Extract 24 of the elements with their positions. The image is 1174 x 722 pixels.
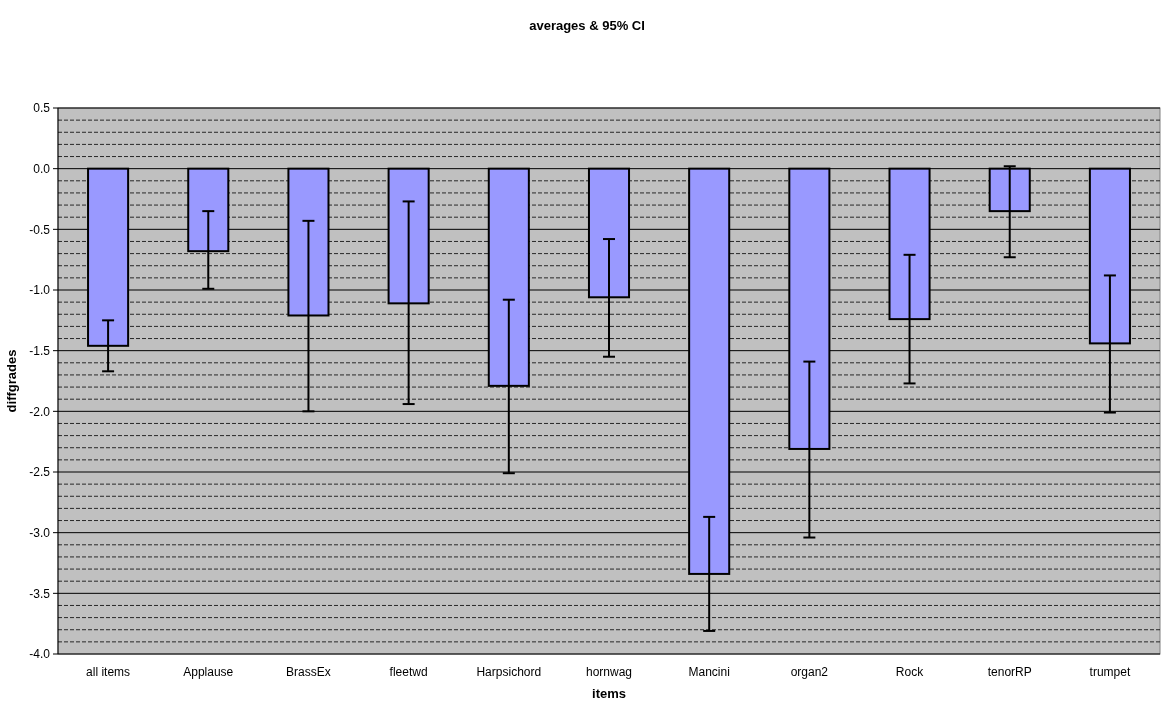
x-tick-label: Harpsichord — [476, 665, 542, 679]
x-tick-label: all items — [86, 665, 131, 679]
y-tick-label: -3.5 — [29, 586, 51, 601]
x-axis-title: items — [592, 686, 626, 701]
y-tick-label: -1.5 — [29, 343, 51, 358]
x-tick-label: Rock — [895, 665, 925, 679]
x-tick-label: BrassEx — [286, 665, 331, 679]
y-tick-label: 0.0 — [33, 161, 51, 176]
x-tick-label: Applause — [183, 665, 234, 679]
y-axis-title: diffgrades — [4, 349, 19, 413]
y-tick-label: -4.0 — [29, 647, 51, 662]
y-tick-label: -3.0 — [29, 525, 51, 540]
x-tick-label: Mancini — [688, 665, 730, 679]
y-tick-label: -0.5 — [29, 222, 51, 237]
y-tick-label: -2.0 — [29, 404, 51, 419]
y-tick-label: -2.5 — [29, 465, 51, 480]
y-tick-label: -1.0 — [29, 283, 51, 298]
x-tick-label: hornwag — [585, 665, 633, 679]
y-tick-label: 0.5 — [33, 101, 51, 116]
x-tick-label: trumpet — [1089, 665, 1131, 679]
x-tick-label: tenorRP — [987, 665, 1032, 679]
chart-title: averages & 95% CI — [529, 18, 645, 33]
x-tick-label: organ2 — [790, 665, 829, 679]
x-tick-label: fleetwd — [389, 665, 428, 679]
